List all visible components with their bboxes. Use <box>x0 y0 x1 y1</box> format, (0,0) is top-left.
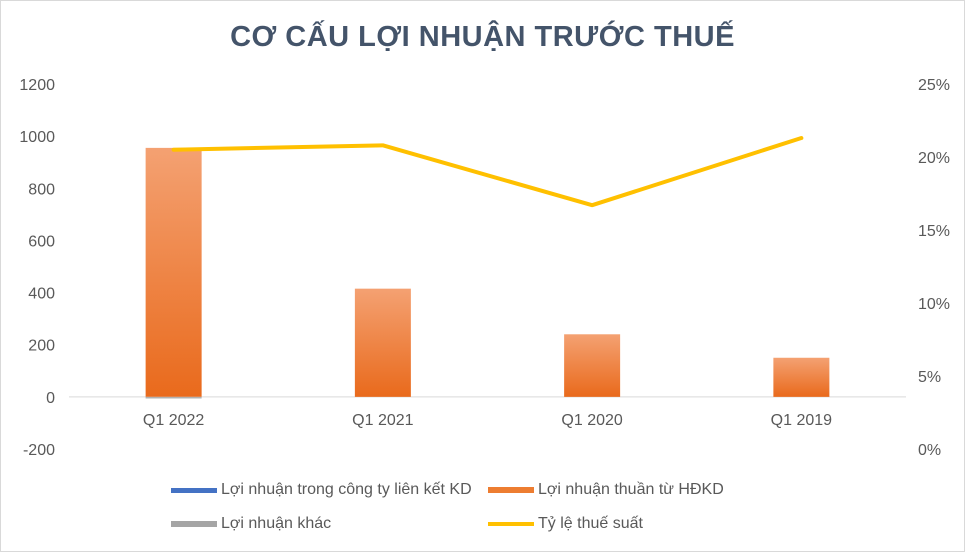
legend-swatch-operating-profit <box>488 487 534 493</box>
y-right-tick-label: 25% <box>918 77 950 94</box>
x-tick-label: Q1 2019 <box>771 412 832 429</box>
y-left-tick-label: 600 <box>28 233 55 250</box>
y-right-tick-label: 15% <box>918 223 950 240</box>
legend-label-operating-profit: Lợi nhuận thuần từ HĐKD <box>538 481 724 498</box>
x-tick-label: Q1 2021 <box>352 412 413 429</box>
chart-title: CƠ CẤU LỢI NHUẬN TRƯỚC THUẾ <box>230 21 735 53</box>
bar-operating-profit <box>354 288 411 397</box>
legend-label-associates: Lợi nhuận trong công ty liên kết KD <box>221 481 472 498</box>
legend-item-tax-rate: Tỷ lệ thuế suất <box>488 515 643 533</box>
bar-other-profit <box>145 396 202 399</box>
y-left-tick-label: 0 <box>46 390 55 407</box>
y-left-tick-label: 1000 <box>19 129 55 146</box>
y-left-tick-label: -200 <box>23 442 55 459</box>
y-left-tick-label: 400 <box>28 286 55 303</box>
legend-label-tax-rate: Tỷ lệ thuế suất <box>538 515 643 532</box>
legend-label-other-profit: Lợi nhuận khác <box>221 515 332 532</box>
tax-rate-line <box>171 136 804 208</box>
y-left-tick-label: 200 <box>28 338 55 355</box>
bar-operating-profit <box>564 334 621 397</box>
x-tick-label: Q1 2022 <box>143 412 204 429</box>
y-right-tick-label: 0% <box>918 442 941 459</box>
bar-operating-profit <box>773 357 830 397</box>
y-right-tick-label: 20% <box>918 150 950 167</box>
legend-item-associates: Lợi nhuận trong công ty liên kết KD <box>171 481 472 499</box>
legend-swatch-associates <box>171 487 217 493</box>
y-right-tick-label: 10% <box>918 296 950 313</box>
legend-item-operating-profit: Lợi nhuận thuần từ HĐKD <box>488 481 724 499</box>
y-left-tick-label: 800 <box>28 181 55 198</box>
y-right-tick-label: 5% <box>918 369 941 386</box>
y-left-tick-label: 1200 <box>19 77 55 94</box>
bar-operating-profit <box>145 147 202 397</box>
legend-item-other-profit: Lợi nhuận khác <box>171 515 331 533</box>
legend-swatch-other-profit <box>171 521 217 527</box>
legend-swatch-tax-rate <box>488 522 534 526</box>
x-tick-label: Q1 2020 <box>561 412 622 429</box>
